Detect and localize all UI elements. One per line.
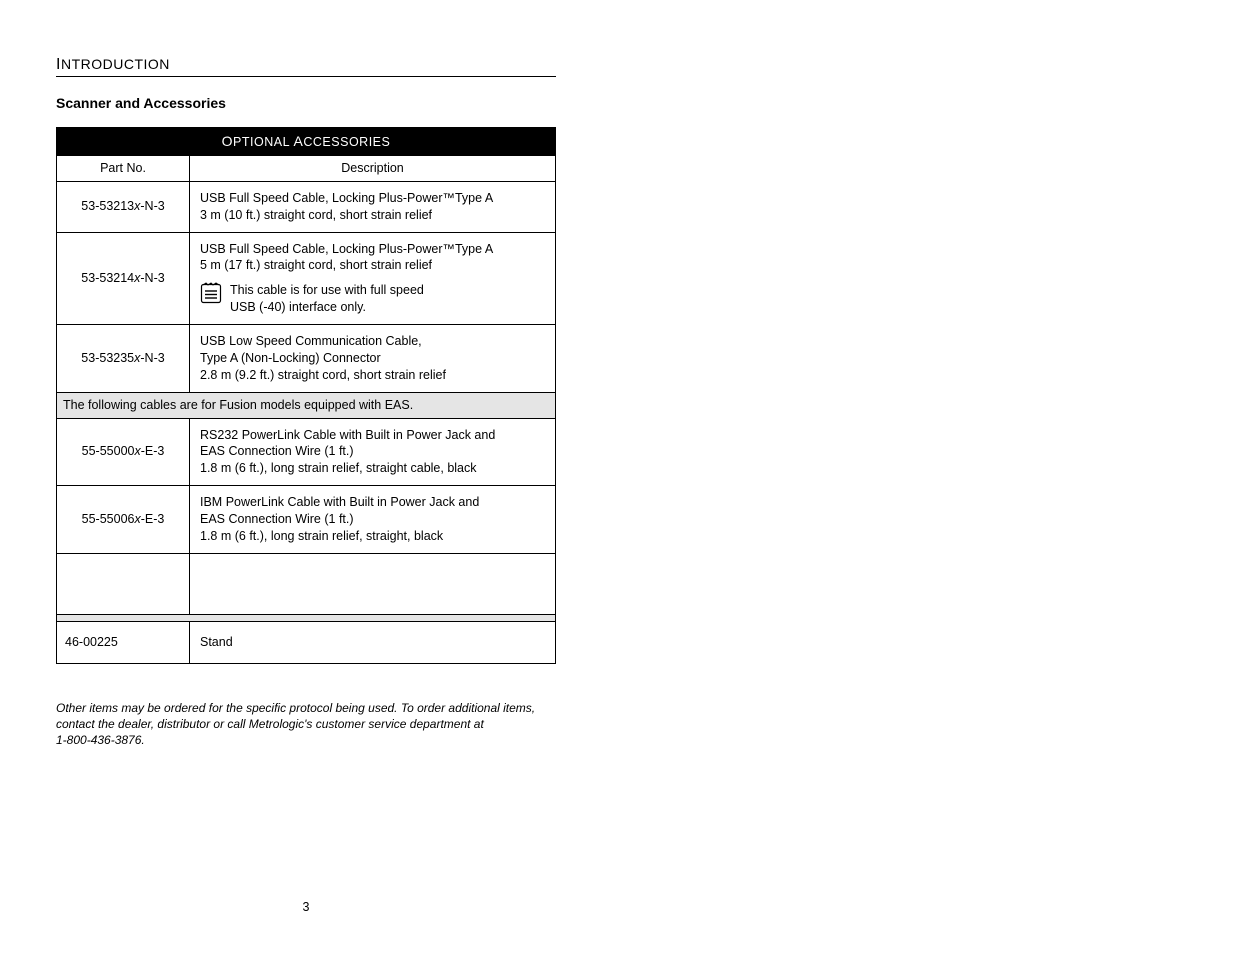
desc-line: 5 m (17 ft.) straight cord, short strain… <box>200 257 545 274</box>
part-prefix: 53-53235 <box>81 351 134 365</box>
table-row: 46-00225 Stand <box>57 621 556 663</box>
part-prefix: 53-53214 <box>81 271 134 285</box>
table-row: 53-53235x-N-3 USB Low Speed Communicatio… <box>57 325 556 393</box>
table-header-row: Part No. Description <box>57 155 556 181</box>
part-prefix: 53-53213 <box>81 199 134 213</box>
table-title: OPTIONAL ACCESSORIES <box>57 128 556 156</box>
subheading: Scanner and Accessories <box>56 95 556 111</box>
desc-line: 3 m (10 ft.) straight cord, short strain… <box>200 207 545 224</box>
table-row: 55-55006x-E-3 IBM PowerLink Cable with B… <box>57 486 556 554</box>
description-cell: IBM PowerLink Cable with Built in Power … <box>190 486 556 554</box>
part-suffix: -E-3 <box>141 512 165 526</box>
desc-line: USB Full Speed Cable, Locking Plus-Power… <box>200 190 545 207</box>
separator-cell <box>57 614 556 621</box>
table-title-row: OPTIONAL ACCESSORIES <box>57 128 556 156</box>
cable-note: This cable is for use with full speed US… <box>200 282 545 316</box>
desc-line: EAS Connection Wire (1 ft.) <box>200 511 545 528</box>
desc-line: USB Low Speed Communication Cable, <box>200 333 545 350</box>
table-row: 55-55000x-E-3 RS232 PowerLink Cable with… <box>57 418 556 486</box>
part-suffix: -E-3 <box>141 444 165 458</box>
desc-line: EAS Connection Wire (1 ft.) <box>200 443 545 460</box>
footer-line: 1-800-436-3876. <box>56 732 556 748</box>
desc-line: IBM PowerLink Cable with Built in Power … <box>200 494 545 511</box>
description-cell: RS232 PowerLink Cable with Built in Powe… <box>190 418 556 486</box>
desc-line: Type A (Non-Locking) Connector <box>200 350 545 367</box>
column-header-description: Description <box>190 155 556 181</box>
part-prefix: 55-55006 <box>82 512 135 526</box>
description-cell: USB Full Speed Cable, Locking Plus-Power… <box>190 232 556 325</box>
footer-line: Other items may be ordered for the speci… <box>56 700 556 716</box>
accessories-table: OPTIONAL ACCESSORIES Part No. Descriptio… <box>56 127 556 664</box>
footer-line: contact the dealer, distributor or call … <box>56 716 556 732</box>
desc-line: RS232 PowerLink Cable with Built in Powe… <box>200 427 545 444</box>
footer-note: Other items may be ordered for the speci… <box>56 700 556 749</box>
table-note-row: The following cables are for Fusion mode… <box>57 392 556 418</box>
part-number: 53-53214x-N-3 <box>57 232 190 325</box>
desc-line: 1.8 m (6 ft.), long strain relief, strai… <box>200 460 545 477</box>
page-number: 3 <box>0 900 612 914</box>
desc-line: 2.8 m (9.2 ft.) straight cord, short str… <box>200 367 545 384</box>
part-suffix: -N-3 <box>140 199 164 213</box>
part-suffix: -N-3 <box>140 271 164 285</box>
part-number: 46-00225 <box>57 621 190 663</box>
table-separator-row <box>57 614 556 621</box>
part-prefix: 55-55000 <box>82 444 135 458</box>
description-cell: Stand <box>190 621 556 663</box>
note-line: USB (-40) interface only. <box>230 299 424 316</box>
part-suffix: -N-3 <box>140 351 164 365</box>
desc-line: USB Full Speed Cable, Locking Plus-Power… <box>200 241 545 258</box>
description-cell: USB Full Speed Cable, Locking Plus-Power… <box>190 181 556 232</box>
document-page: INTRODUCTION Scanner and Accessories OPT… <box>0 0 612 748</box>
desc-line: 1.8 m (6 ft.), long strain relief, strai… <box>200 528 545 545</box>
table-note: The following cables are for Fusion mode… <box>57 392 556 418</box>
section-header-text: NTRODUCTION <box>61 56 170 72</box>
note-icon <box>200 282 222 309</box>
part-number: 55-55006x-E-3 <box>57 486 190 554</box>
part-number: 53-53235x-N-3 <box>57 325 190 393</box>
table-row: 53-53214x-N-3 USB Full Speed Cable, Lock… <box>57 232 556 325</box>
empty-cell <box>190 553 556 614</box>
table-row: 53-53213x-N-3 USB Full Speed Cable, Lock… <box>57 181 556 232</box>
note-text: This cable is for use with full speed US… <box>230 282 424 316</box>
column-header-part: Part No. <box>57 155 190 181</box>
description-cell: USB Low Speed Communication Cable, Type … <box>190 325 556 393</box>
note-line: This cable is for use with full speed <box>230 282 424 299</box>
part-number: 53-53213x-N-3 <box>57 181 190 232</box>
empty-cell <box>57 553 190 614</box>
part-number: 55-55000x-E-3 <box>57 418 190 486</box>
section-header: INTRODUCTION <box>56 56 556 77</box>
table-empty-row <box>57 553 556 614</box>
